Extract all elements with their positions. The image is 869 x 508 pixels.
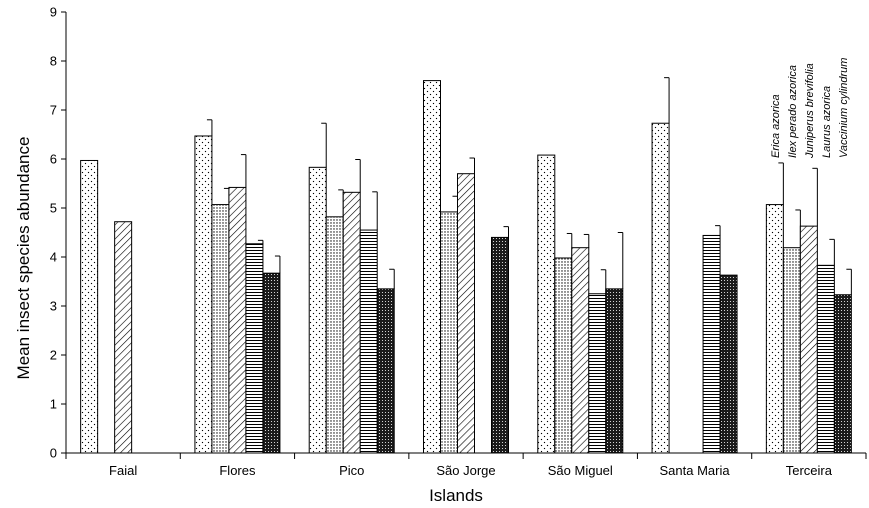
y-axis-title: Mean insect species abundance	[14, 137, 33, 380]
bar	[359, 229, 378, 454]
legend-entry: Laurus azorica	[821, 86, 833, 158]
bar	[816, 264, 835, 454]
x-axis-title: Islands	[429, 486, 483, 505]
bar	[651, 122, 670, 454]
bar	[245, 243, 264, 454]
bar	[440, 211, 458, 454]
legend-entry: Erica azorica	[770, 94, 782, 158]
y-tick-label: 0	[50, 446, 57, 461]
bar	[765, 204, 784, 454]
y-tick-label: 8	[50, 54, 57, 69]
legend-entry: Juniperus brevifolia	[804, 63, 816, 159]
bar	[262, 272, 281, 454]
plot-area: 0 1 2 3 4 5 6 7 8 9 Faial Flores Pico São Jorge São Mi…	[50, 5, 867, 478]
bar	[571, 247, 590, 454]
legend-entry: Ilex perado azorica	[787, 65, 799, 158]
x-tick-label: São Jorge	[436, 463, 495, 478]
bar	[833, 294, 852, 454]
x-tick-label: Pico	[339, 463, 364, 478]
bar	[491, 236, 509, 454]
bar	[537, 154, 556, 454]
bar	[457, 173, 475, 454]
bar	[194, 135, 213, 454]
bar	[80, 159, 99, 454]
bar	[376, 288, 395, 454]
bar	[423, 80, 441, 454]
y-tick-label: 5	[50, 201, 57, 216]
bar	[554, 257, 573, 454]
x-tick-label: Santa Maria	[660, 463, 731, 478]
bar	[114, 221, 133, 454]
y-tick-label: 9	[50, 5, 57, 20]
bar	[605, 288, 624, 454]
y-tick-label: 4	[50, 250, 57, 265]
bar	[719, 274, 738, 454]
bar	[308, 166, 327, 454]
bar	[228, 186, 247, 454]
bar	[325, 216, 344, 454]
bar	[342, 191, 361, 454]
legend-entry: Vaccinium cylindrum	[838, 58, 850, 158]
y-tick-label: 7	[50, 103, 57, 118]
bar	[211, 204, 230, 454]
bar	[702, 234, 721, 454]
bar	[588, 293, 607, 454]
x-tick-label: Terceira	[786, 463, 833, 478]
x-tick-label: São Miguel	[548, 463, 613, 478]
y-tick-label: 3	[50, 299, 57, 314]
y-tick-label: 2	[50, 348, 57, 363]
bar	[782, 247, 801, 454]
y-tick-label: 6	[50, 152, 57, 167]
y-tick-label: 1	[50, 397, 57, 412]
bar	[799, 225, 818, 454]
x-tick-label: Flores	[219, 463, 256, 478]
x-tick-label: Faial	[109, 463, 137, 478]
